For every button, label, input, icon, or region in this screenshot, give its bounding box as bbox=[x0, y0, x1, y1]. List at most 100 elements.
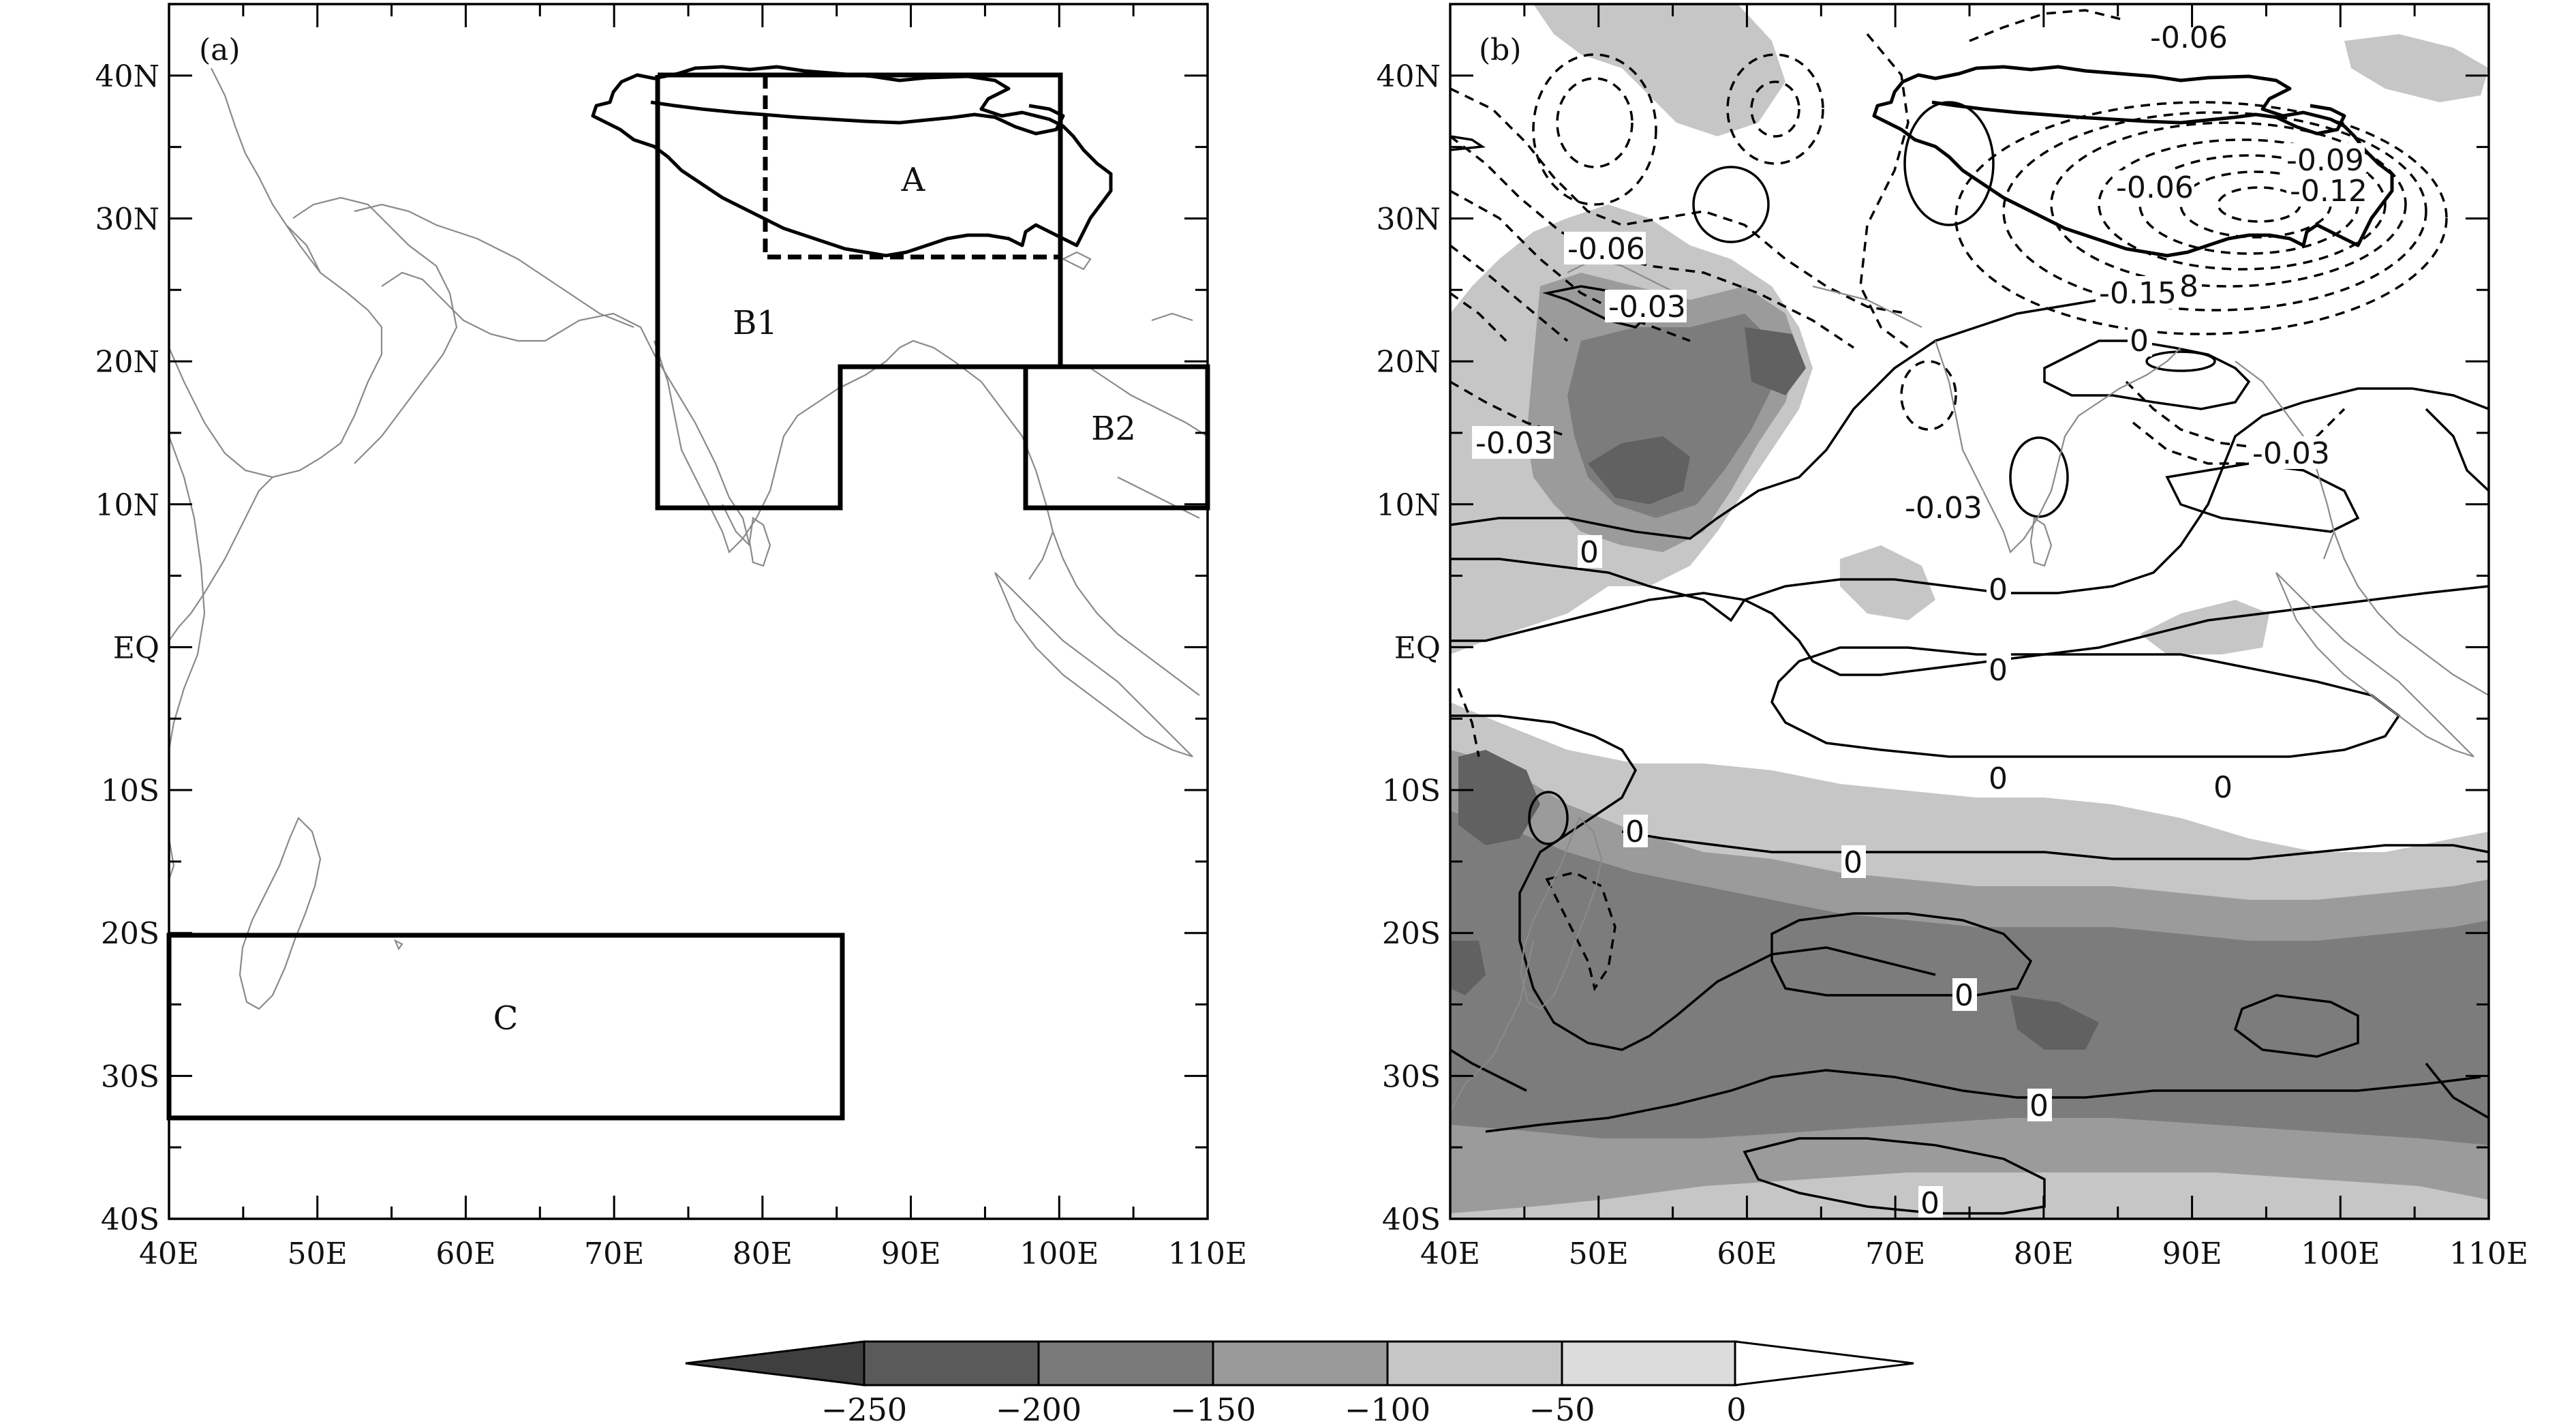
contour-label: 0 bbox=[1580, 535, 1599, 570]
colorbar-box bbox=[1212, 1340, 1389, 1387]
colorbar-boxes bbox=[863, 1340, 1738, 1387]
y-tick-label: 30N bbox=[95, 202, 160, 237]
y-tick-label: 30S bbox=[1382, 1059, 1441, 1094]
y-tick-label: 20S bbox=[101, 917, 159, 952]
panel-b-ticks: 40E 50E 60E 70E 80E 90E 100E 110E 40N 30N 20N 10N EQ… bbox=[1377, 3, 2528, 1271]
panel-b-coastlines bbox=[1450, 258, 2489, 1112]
panel-a-plateau-outline bbox=[591, 65, 1113, 258]
contour-label: 8 bbox=[2179, 269, 2198, 304]
panel-b-plateau-inner bbox=[1931, 100, 2346, 136]
y-tick-label: EQ bbox=[1394, 631, 1441, 665]
panel-b: -0.06 -0.09 -0.06 -0.12 -0.15 8 -0.06 -0… bbox=[1377, 3, 2528, 1271]
region-a-dashed bbox=[763, 75, 1060, 260]
x-tick-label: 100E bbox=[1019, 1237, 1099, 1271]
panel-a-plateau-inner bbox=[650, 100, 1065, 136]
contour-label: -0.06 bbox=[2150, 20, 2228, 55]
colorbar-box bbox=[1386, 1340, 1563, 1387]
y-tick-label: 40S bbox=[1382, 1202, 1441, 1237]
contour-label: -0.03 bbox=[2252, 436, 2330, 471]
shade-south-darker bbox=[2010, 995, 2099, 1050]
shade-arabia-darker bbox=[1745, 327, 1806, 395]
shade-eq-light bbox=[2140, 600, 2269, 654]
colorbar-label: −100 bbox=[1345, 1391, 1430, 1424]
panel-a-tag: (a) bbox=[199, 33, 241, 67]
x-tick-label: 80E bbox=[733, 1237, 793, 1271]
shade-sw-darker-2 bbox=[1450, 941, 1486, 995]
contour-label: -0.03 bbox=[1608, 290, 1686, 324]
x-tick-label: 40E bbox=[1420, 1237, 1480, 1271]
y-tick-label: 30N bbox=[1377, 202, 1441, 237]
region-a-box bbox=[765, 72, 1063, 257]
colorbar-label: −250 bbox=[821, 1391, 907, 1424]
x-tick-label: 50E bbox=[1569, 1237, 1629, 1271]
colorbar-box bbox=[1561, 1340, 1738, 1387]
contour-label: -0.03 bbox=[1905, 491, 1982, 526]
y-tick-label: 20N bbox=[95, 345, 160, 380]
region-b1-box bbox=[655, 72, 1063, 511]
x-tick-label: 90E bbox=[2162, 1237, 2222, 1271]
x-tick-label: 50E bbox=[288, 1237, 348, 1271]
region-label-c: C bbox=[493, 999, 519, 1037]
x-tick-label: 40E bbox=[139, 1237, 199, 1271]
colorbar-box bbox=[863, 1340, 1040, 1387]
contour-label: 0 bbox=[2213, 770, 2233, 805]
panel-b-contour-labels: -0.06 -0.09 -0.06 -0.12 -0.15 8 -0.06 -0… bbox=[1472, 20, 2368, 1221]
x-tick-label: 100E bbox=[2301, 1237, 2380, 1271]
contour-label: 0 bbox=[1954, 978, 1974, 1013]
colorbar-label: 0 bbox=[1726, 1391, 1746, 1424]
shade-north-light bbox=[1533, 4, 1785, 136]
panel-a-ticks: 40E 50E 60E 70E 80E 90E 100E 110E 40N 30N 20N 10N EQ… bbox=[95, 3, 1247, 1271]
panel-b-contours bbox=[1450, 9, 2489, 1215]
colorbar-box bbox=[1037, 1340, 1214, 1387]
contour-label: -0.15 bbox=[2099, 276, 2177, 311]
shade-ne-light bbox=[2344, 34, 2489, 102]
colorbar-labels: −250 −200 −150 −100 −50 0 bbox=[821, 1391, 1747, 1424]
y-tick-label: 20S bbox=[1382, 917, 1441, 952]
contour-label: -0.03 bbox=[1475, 426, 1553, 461]
region-label-b2: B2 bbox=[1091, 410, 1136, 448]
x-tick-label: 110E bbox=[1168, 1237, 1247, 1271]
x-tick-label: 90E bbox=[881, 1237, 941, 1271]
panel-a-frame bbox=[168, 3, 1209, 1220]
contour-label: 0 bbox=[1843, 845, 1862, 880]
x-tick-label: 110E bbox=[2449, 1237, 2528, 1271]
panel-a-regions bbox=[166, 72, 1210, 1121]
x-tick-label: 60E bbox=[1717, 1237, 1777, 1271]
x-tick-label: 70E bbox=[1865, 1237, 1925, 1271]
contour-label: -0.06 bbox=[2116, 170, 2194, 205]
contour-label: 0 bbox=[1989, 573, 2008, 607]
shade-arabia-darker-2 bbox=[1588, 436, 1690, 504]
panel-a: A B1 B2 C 40E 50E 60E 70E 80E 90E 100E 110E 40N 3… bbox=[95, 3, 1247, 1271]
y-tick-label: 10N bbox=[1377, 488, 1441, 523]
contour-label: 0 bbox=[1920, 1186, 1939, 1221]
y-tick-label: 40S bbox=[101, 1202, 159, 1237]
colorbar-right-triangle bbox=[1734, 1340, 1914, 1387]
y-tick-label: 40N bbox=[95, 59, 160, 94]
contour-label: 0 bbox=[1989, 761, 2008, 796]
panel-b-plateau-outline bbox=[1872, 65, 2394, 258]
contour-label: 0 bbox=[1625, 815, 1644, 849]
panel-a-coastlines bbox=[169, 67, 1208, 1010]
y-tick-label: 20N bbox=[1377, 345, 1441, 380]
contour-label: -0.06 bbox=[1567, 232, 1645, 267]
shade-sw-darker bbox=[1458, 750, 1540, 845]
shade-bob-light bbox=[1840, 545, 1935, 620]
contour-label: 0 bbox=[2029, 1089, 2049, 1123]
x-tick-label: 70E bbox=[584, 1237, 644, 1271]
y-tick-label: 10N bbox=[95, 488, 160, 523]
y-tick-label: 40N bbox=[1377, 59, 1441, 94]
colorbar-label: −150 bbox=[1170, 1391, 1256, 1424]
y-tick-label: 10S bbox=[1382, 774, 1441, 808]
y-tick-label: 30S bbox=[101, 1059, 159, 1094]
x-tick-label: 60E bbox=[435, 1237, 495, 1271]
region-label-b1: B1 bbox=[733, 304, 778, 342]
contour-label: 0 bbox=[2130, 324, 2149, 359]
colorbar-label: −50 bbox=[1529, 1391, 1595, 1424]
contour-label: 0 bbox=[1989, 653, 2008, 688]
colorbar-label: −200 bbox=[996, 1391, 1082, 1424]
y-tick-label: EQ bbox=[113, 631, 159, 665]
colorbar-left-triangle bbox=[685, 1340, 865, 1387]
contour-label: -0.09 bbox=[2286, 143, 2364, 178]
colorbar: −250 −200 −150 −100 −50 0 bbox=[685, 1340, 1914, 1424]
